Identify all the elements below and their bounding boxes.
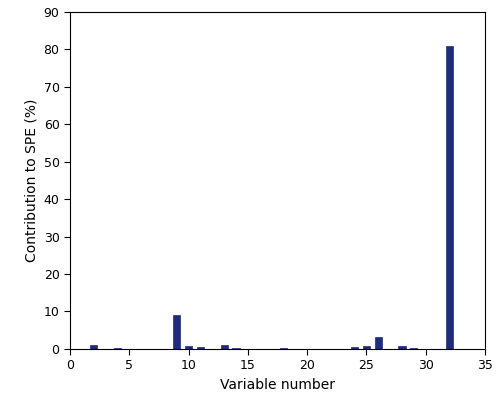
Bar xyxy=(410,348,418,349)
Bar xyxy=(232,348,239,349)
Bar xyxy=(280,348,287,349)
Bar xyxy=(374,336,382,349)
Y-axis label: Contribution to SPE (%): Contribution to SPE (%) xyxy=(24,99,38,262)
Bar xyxy=(197,347,204,349)
Bar xyxy=(173,315,180,349)
Bar xyxy=(363,346,370,349)
Bar xyxy=(351,347,358,349)
Bar xyxy=(114,348,121,349)
Bar xyxy=(220,345,228,349)
Bar xyxy=(446,46,453,349)
Bar xyxy=(185,346,192,349)
Bar xyxy=(398,346,406,349)
X-axis label: Variable number: Variable number xyxy=(220,378,335,392)
Bar xyxy=(90,345,98,349)
